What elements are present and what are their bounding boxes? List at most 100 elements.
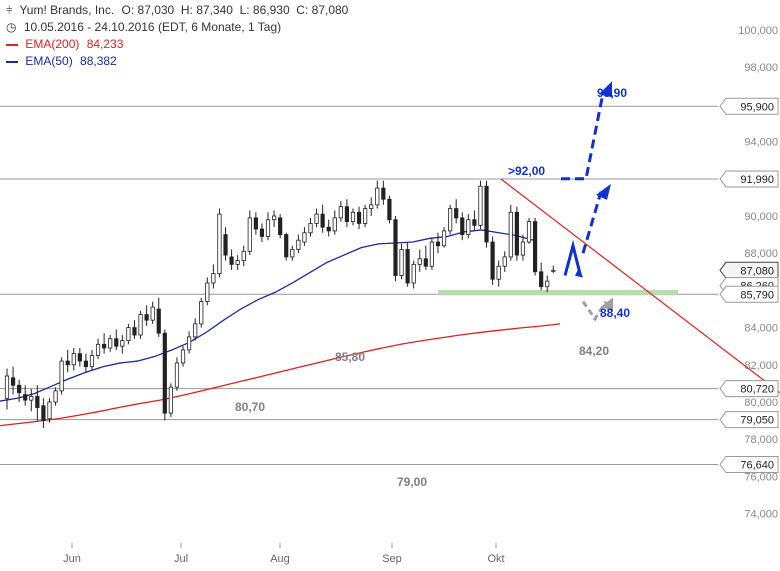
grey-arrowhead: [601, 297, 613, 312]
grey-arrow-up: [592, 300, 608, 321]
arrowhead-middle: [596, 183, 611, 200]
candle-body: [472, 219, 477, 226]
candle-body: [241, 250, 246, 262]
x-tick-label: Sep: [382, 553, 402, 565]
price-tag: [719, 97, 779, 115]
candle-body: [271, 215, 277, 221]
candle-body: [120, 340, 125, 347]
candle-body: [296, 239, 301, 250]
ema50-value: 88,382: [80, 54, 117, 68]
candle-body: [217, 213, 222, 275]
y-tick-label: 88,000: [744, 248, 778, 260]
candle-body: [253, 217, 258, 230]
candle-body: [83, 360, 89, 368]
x-tick-label: Jun: [63, 553, 81, 565]
target-arrow-upper: [561, 92, 605, 181]
y-tick-label: 78,000: [744, 434, 778, 446]
candle-body: [284, 234, 289, 258]
candle-body: [338, 206, 343, 219]
price-tag: [719, 411, 779, 429]
candle-body: [478, 185, 483, 226]
candle-body: [193, 323, 198, 338]
candle-body: [320, 213, 325, 228]
candle-body: [551, 269, 556, 272]
candle-body: [381, 187, 386, 200]
candle-body: [393, 219, 398, 276]
candle-body: [47, 401, 52, 420]
candle-body: [211, 273, 216, 284]
candle-body: [162, 332, 167, 414]
ema50-swatch: [6, 60, 18, 63]
candle-body: [350, 211, 356, 222]
candle-body: [423, 258, 428, 267]
legend-ema200: EMA(200) 84,233: [6, 37, 127, 51]
annotation-label: 79,00: [397, 475, 427, 489]
y-tick-label: 80,000: [744, 397, 778, 409]
candle-body: [314, 213, 319, 224]
candle-body: [290, 249, 295, 258]
candle-body: [180, 349, 186, 364]
candle-body: [429, 241, 435, 267]
x-tick-label: Aug: [270, 553, 290, 565]
candle-body: [235, 260, 240, 265]
date-range-text: 10.05.2016 - 24.10.2016 (EDT, 6 Monate, …: [23, 20, 282, 34]
candle-body: [302, 232, 307, 243]
y-tick-label: 98,000: [744, 62, 778, 74]
candle-body: [508, 211, 513, 258]
candle-body: [53, 390, 58, 403]
bars-icon: ⫩: [6, 5, 13, 17]
candle-body: [108, 338, 113, 349]
zigzag-arrow: [563, 239, 582, 276]
price-tag-label: 80,720: [740, 384, 774, 396]
ema200-swatch: [6, 43, 18, 46]
price-tag-label: 76,640: [740, 459, 774, 471]
candle-body: [545, 280, 550, 288]
annotation-label: 85,80: [335, 350, 365, 364]
candle-body: [411, 263, 416, 284]
candle-body: [399, 249, 404, 276]
candle-body: [95, 343, 101, 356]
candle-body: [89, 355, 95, 368]
candle-body: [17, 384, 22, 394]
price-tag-label: 87,080: [740, 265, 774, 277]
y-tick-label: 90,000: [744, 211, 778, 223]
arrowhead-zigzag: [575, 267, 583, 278]
candle-body: [363, 208, 368, 224]
candle-body: [375, 187, 380, 206]
candle-body: [435, 241, 441, 247]
y-tick-label: 94,000: [744, 137, 778, 149]
candle-body: [417, 258, 422, 265]
candle-body: [454, 208, 459, 219]
grey-arrow-down: [581, 300, 598, 322]
candle-body: [41, 405, 46, 422]
candle-body: [77, 353, 82, 362]
candle-body: [174, 362, 180, 388]
ema200-label: EMA(200): [25, 37, 80, 51]
candle-body: [259, 228, 265, 237]
candle-body: [387, 198, 392, 221]
y-tick-label: 74,000: [744, 509, 778, 521]
candle-body: [59, 360, 64, 392]
candle-body: [514, 211, 519, 256]
annotation-label: 95,90: [597, 86, 627, 100]
candle-body: [205, 282, 210, 302]
candle-body: [532, 221, 538, 273]
price-tag-label: 85,790: [740, 289, 774, 301]
candle-body: [344, 206, 350, 222]
ema200-line: [0, 323, 561, 427]
price-tag: [719, 380, 779, 398]
arrowhead-upper: [599, 81, 612, 98]
ema200-value: 84,233: [86, 37, 124, 51]
candle-body: [326, 226, 331, 232]
candle-body: [71, 353, 76, 366]
candle-body: [138, 314, 143, 336]
candle-body: [247, 217, 252, 252]
ema50-label: EMA(50): [25, 54, 73, 68]
price-tag: [719, 285, 779, 303]
candle-body: [35, 396, 40, 408]
instrument-name: Yum! Brands, Inc.: [19, 3, 115, 17]
price-tag-label: 91,990: [740, 174, 774, 186]
price-tag-label: 79,050: [740, 415, 774, 427]
